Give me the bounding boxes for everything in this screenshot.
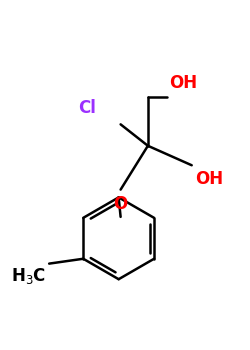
Text: O: O xyxy=(114,195,128,213)
Text: H$_3$C: H$_3$C xyxy=(11,266,46,286)
Text: Cl: Cl xyxy=(78,99,96,117)
Text: OH: OH xyxy=(195,170,223,188)
Text: OH: OH xyxy=(169,74,198,92)
